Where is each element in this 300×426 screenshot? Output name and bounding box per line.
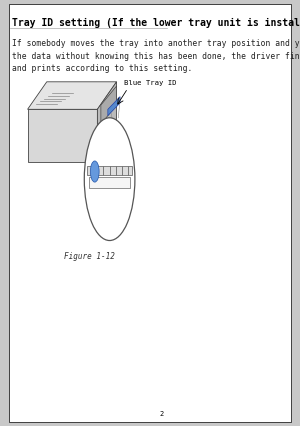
Polygon shape bbox=[108, 97, 120, 115]
Polygon shape bbox=[28, 109, 98, 162]
Circle shape bbox=[90, 161, 99, 182]
Text: Blue Tray ID: Blue Tray ID bbox=[124, 80, 176, 86]
Circle shape bbox=[84, 118, 135, 241]
Text: Figure 1-12: Figure 1-12 bbox=[64, 252, 115, 261]
Text: 2: 2 bbox=[159, 411, 164, 417]
Polygon shape bbox=[28, 82, 117, 109]
Text: Tray ID setting (If the lower tray unit is installed): Tray ID setting (If the lower tray unit … bbox=[12, 18, 300, 29]
Polygon shape bbox=[98, 82, 117, 162]
Polygon shape bbox=[87, 167, 132, 175]
Bar bbox=[89, 177, 130, 188]
Text: If somebody moves the tray into another tray position and you print
the data wit: If somebody moves the tray into another … bbox=[12, 40, 300, 73]
Polygon shape bbox=[101, 86, 117, 124]
